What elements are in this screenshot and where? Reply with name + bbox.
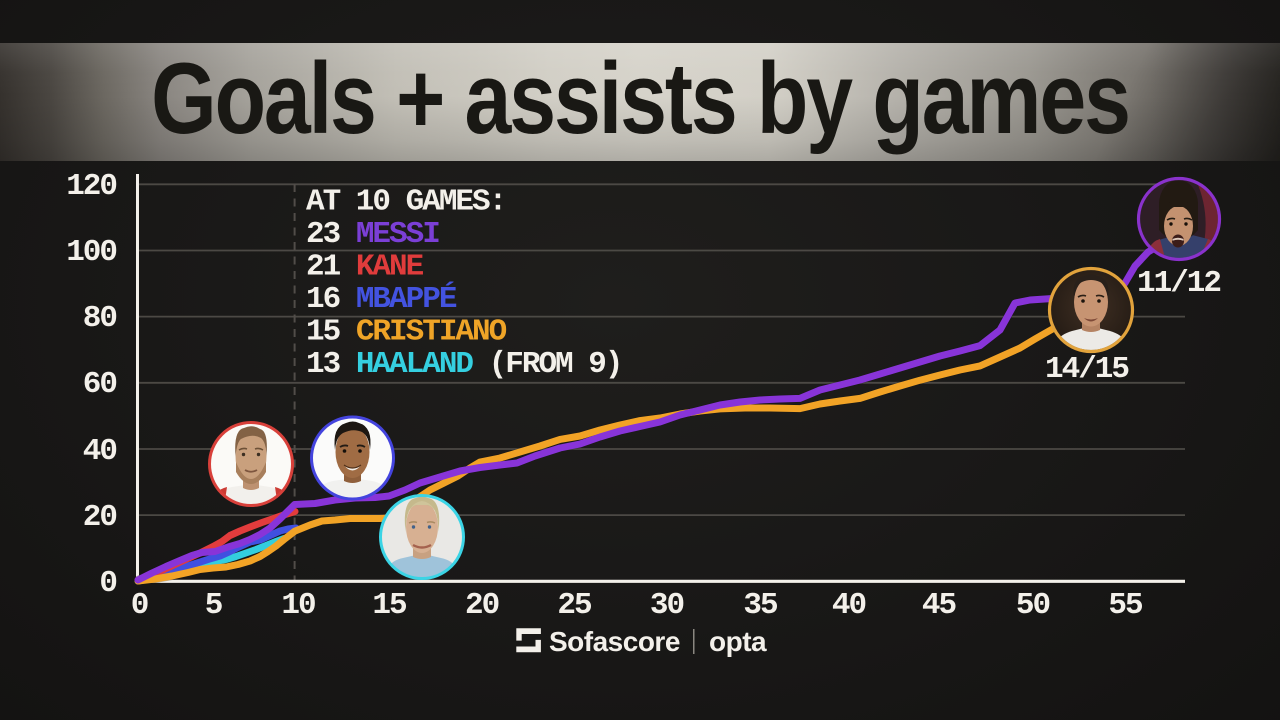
svg-text:5: 5	[205, 588, 222, 623]
svg-text:16 MBAPPÉ: 16 MBAPPÉ	[306, 280, 457, 317]
svg-text:Sofascore: Sofascore	[549, 626, 680, 657]
svg-text:25: 25	[557, 588, 591, 623]
svg-text:AT 10 GAMES:: AT 10 GAMES:	[306, 185, 505, 220]
svg-text:100: 100	[66, 235, 116, 270]
svg-text:80: 80	[83, 301, 117, 336]
svg-text:15: 15	[372, 588, 406, 623]
svg-text:21 KANE: 21 KANE	[306, 250, 424, 285]
svg-text:11/12: 11/12	[1137, 266, 1220, 301]
svg-text:13 HAALAND (FROM 9): 13 HAALAND (FROM 9)	[306, 347, 621, 382]
svg-text:120: 120	[66, 169, 116, 204]
svg-text:45: 45	[922, 588, 956, 623]
svg-text:10: 10	[281, 588, 315, 623]
svg-text:0: 0	[131, 588, 148, 623]
svg-text:40: 40	[83, 434, 117, 469]
svg-text:30: 30	[650, 588, 684, 623]
svg-text:35: 35	[743, 588, 777, 623]
svg-text:23 MESSI: 23 MESSI	[306, 217, 439, 252]
svg-text:55: 55	[1108, 588, 1142, 623]
svg-text:60: 60	[83, 367, 117, 402]
svg-text:0: 0	[99, 566, 116, 601]
svg-text:40: 40	[832, 588, 866, 623]
svg-text:20: 20	[83, 500, 117, 535]
svg-text:20: 20	[465, 588, 499, 623]
svg-text:14/15: 14/15	[1045, 352, 1128, 387]
svg-text:15 CRISTIANO: 15 CRISTIANO	[306, 315, 507, 350]
svg-text:opta: opta	[709, 626, 767, 657]
svg-text:50: 50	[1016, 588, 1050, 623]
